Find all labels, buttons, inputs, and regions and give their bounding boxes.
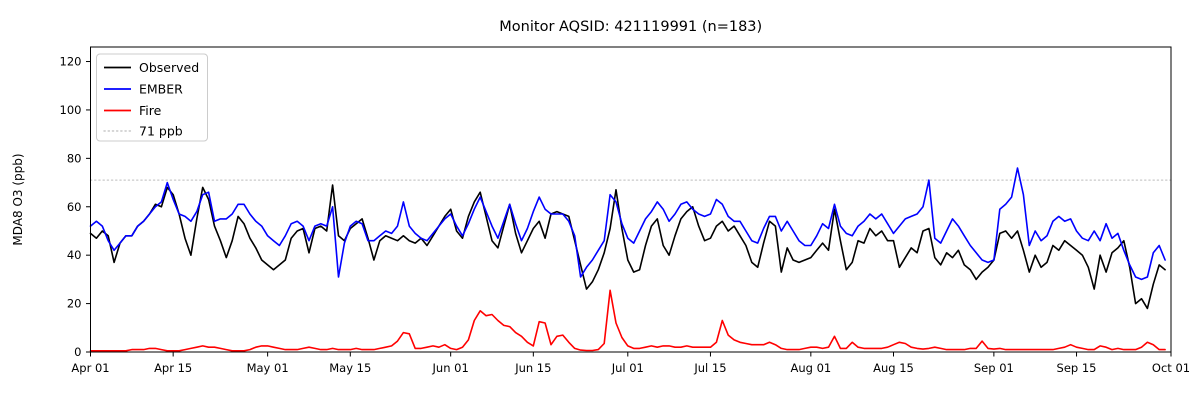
- y-tick-label: 100: [60, 103, 82, 117]
- x-tick-label: Jun 01: [432, 361, 469, 375]
- y-tick-label: 80: [67, 151, 82, 165]
- x-tick-label: Sep 15: [1057, 361, 1097, 375]
- legend-label-threshold: 71 ppb: [139, 123, 183, 138]
- legend-label-fire: Fire: [139, 103, 162, 118]
- x-tick-label: May 15: [329, 361, 371, 375]
- x-tick-label: Aug 15: [873, 361, 914, 375]
- legend: Observed EMBER Fire 71 ppb: [96, 53, 208, 142]
- y-tick-label: 60: [67, 200, 82, 214]
- plot-area-border: [90, 46, 1172, 353]
- y-axis-ticks: 0 20 40 60 80 100 120: [60, 55, 91, 359]
- y-tick-label: 120: [60, 55, 82, 69]
- legend-box: [96, 53, 208, 142]
- x-tick-label: Jul 01: [611, 361, 644, 375]
- series-lines: [89, 167, 1166, 352]
- legend-label-ember: EMBER: [139, 81, 183, 96]
- y-tick-label: 40: [67, 248, 82, 262]
- series-line-observed: [89, 184, 1166, 310]
- x-tick-label: Aug 01: [790, 361, 831, 375]
- legend-label-observed: Observed: [139, 60, 199, 75]
- x-tick-label: Oct 01: [1152, 361, 1190, 375]
- x-axis-ticks: Apr 01 Apr 15 May 01 May 15 Jun 01 Jun 15 Jul …: [71, 352, 1190, 375]
- x-tick-label: Apr 01: [71, 361, 109, 375]
- series-line-fire: [89, 289, 1166, 352]
- x-tick-label: May 01: [247, 361, 289, 375]
- chart-title: Monitor AQSID: 421119991 (n=183): [499, 19, 762, 35]
- x-tick-label: Apr 15: [154, 361, 192, 375]
- y-tick-label: 0: [74, 345, 81, 359]
- series-line-ember: [89, 167, 1166, 281]
- x-tick-label: Sep 01: [974, 361, 1014, 375]
- x-tick-label: Jul 15: [693, 361, 726, 375]
- y-tick-label: 20: [67, 297, 82, 311]
- y-axis-label: MDA8 O3 (ppb): [11, 153, 25, 245]
- x-tick-label: Jun 15: [514, 361, 551, 375]
